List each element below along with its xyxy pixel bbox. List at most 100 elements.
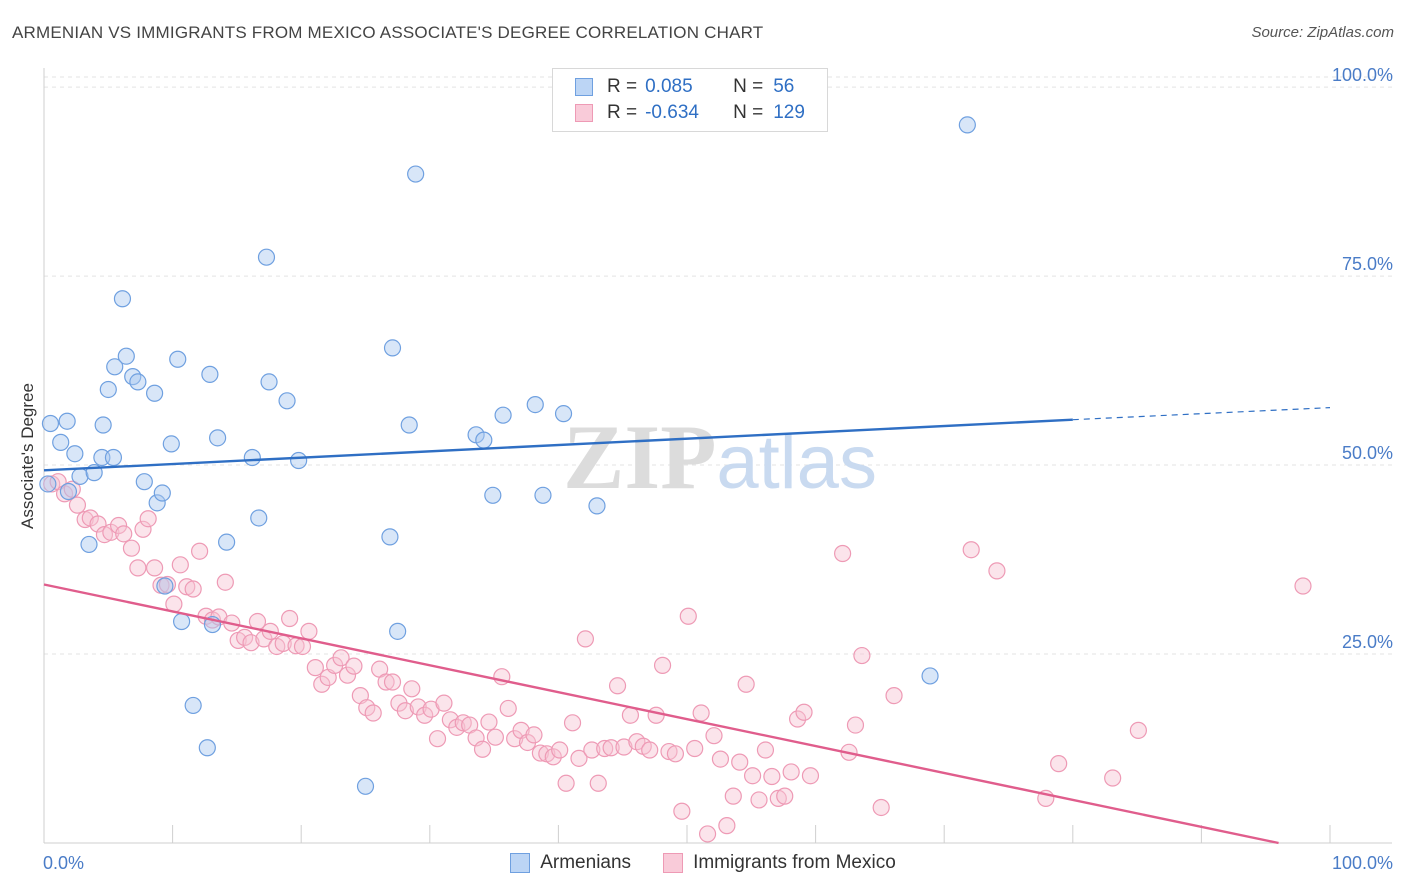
legend-r-label: R =: [607, 102, 638, 123]
data-point: [356, 777, 375, 795]
data-point: [834, 544, 852, 563]
legend-item-armenians[interactable]: Armenians: [510, 852, 631, 874]
data-point: [473, 740, 492, 758]
data-point: [95, 525, 114, 544]
data-point: [162, 435, 180, 453]
gridlines: [44, 76, 1392, 655]
data-point: [551, 741, 569, 759]
data-point: [134, 520, 152, 538]
data-point: [218, 533, 236, 551]
data-point: [484, 486, 502, 504]
data-point: [531, 744, 549, 762]
data-point: [209, 429, 227, 447]
data-point: [66, 445, 84, 463]
data-point: [570, 749, 588, 767]
data-point: [300, 622, 318, 640]
data-point: [1050, 755, 1068, 773]
data-point: [201, 365, 219, 383]
data-point: [686, 739, 704, 758]
data-point: [156, 577, 174, 595]
data-point: [737, 675, 755, 693]
legend-swatch-armenians: [575, 78, 593, 96]
data-point: [250, 509, 268, 527]
legend-item-mexico[interactable]: Immigrants from Mexico: [663, 852, 896, 874]
data-point: [588, 497, 606, 515]
data-point: [129, 373, 147, 391]
data-point: [526, 395, 544, 414]
data-point: [59, 482, 78, 501]
data-point: [109, 516, 128, 535]
data-point: [173, 612, 191, 631]
data-point: [673, 802, 691, 820]
data-point: [403, 680, 421, 698]
legend-n-value: 129: [773, 102, 805, 123]
data-point: [290, 451, 308, 470]
data-point: [345, 657, 363, 675]
data-point: [377, 673, 395, 691]
series-legend: Armenians Immigrants from Mexico: [0, 852, 1406, 874]
data-point: [364, 704, 382, 722]
data-point: [454, 714, 472, 732]
data-point: [499, 699, 517, 718]
data-point: [68, 496, 87, 514]
data-point: [494, 406, 512, 424]
data-point: [41, 414, 60, 433]
data-point: [692, 704, 710, 722]
data-point: [705, 727, 723, 745]
data-point: [576, 630, 595, 648]
data-point: [921, 667, 939, 685]
legend-row-armenians: R = 0.085 N = 56: [575, 74, 794, 100]
data-point: [1104, 769, 1122, 787]
legend-swatch-armenians: [510, 853, 531, 873]
data-point: [480, 713, 498, 731]
data-point: [795, 703, 813, 721]
data-point: [534, 486, 552, 504]
legend-label-mexico: Immigrants from Mexico: [693, 852, 896, 873]
data-point: [544, 748, 562, 766]
data-point: [89, 515, 107, 533]
chart-title: ARMENIAN VS IMMIGRANTS FROM MEXICO ASSOC…: [12, 23, 764, 42]
legend-n-label: N =: [733, 76, 764, 97]
data-point: [615, 738, 633, 756]
data-point: [653, 656, 672, 674]
data-point: [666, 745, 685, 763]
legend-swatch-mexico: [575, 104, 593, 122]
legend-r-label: R =: [607, 76, 638, 97]
data-point: [184, 580, 202, 598]
data-point: [641, 741, 659, 759]
data-point: [169, 350, 187, 368]
y-axis-label: Associate's Degree: [18, 383, 37, 529]
data-point: [563, 714, 582, 732]
y-tick-label: 75.0%: [1342, 254, 1393, 274]
legend-label-armenians: Armenians: [540, 852, 632, 873]
data-point: [801, 767, 820, 785]
data-point: [124, 368, 142, 386]
data-point: [396, 702, 414, 720]
data-point: [117, 347, 135, 365]
data-point: [769, 789, 787, 808]
data-point: [731, 753, 749, 771]
trend-lines: [43, 407, 1331, 845]
data-point: [885, 687, 903, 705]
data-point: [486, 728, 504, 746]
data-point: [602, 739, 620, 757]
data-point: [589, 774, 607, 792]
data-point: [435, 694, 453, 712]
legend-r-value: -0.634: [645, 102, 699, 123]
chart-source: Source: ZipAtlas.com: [1251, 24, 1394, 41]
legend-swatch-mexico: [663, 853, 684, 873]
data-point: [278, 392, 296, 410]
data-point: [554, 405, 573, 423]
data-point: [242, 634, 260, 652]
data-point: [583, 741, 601, 759]
axes: [43, 68, 1392, 844]
data-point: [332, 649, 350, 667]
data-point: [1129, 721, 1147, 739]
data-point: [846, 716, 865, 734]
data-point: [724, 787, 742, 805]
data-point: [428, 730, 447, 748]
x-tick-max: 100.0%: [1332, 853, 1393, 873]
data-point: [596, 739, 614, 758]
data-point: [139, 510, 157, 528]
data-point: [113, 290, 132, 308]
